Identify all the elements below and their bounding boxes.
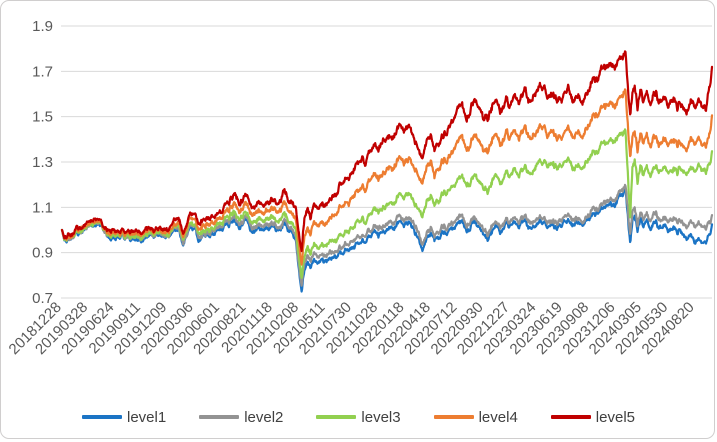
legend-swatch-level1 bbox=[81, 415, 122, 419]
legend-swatch-level3 bbox=[316, 415, 357, 419]
legend-label-level5: level5 bbox=[595, 408, 635, 426]
legend-swatch-level5 bbox=[550, 415, 591, 419]
series-line-level4 bbox=[60, 88, 714, 266]
chart-legend: level1 level2 level3 level4 level5 bbox=[1, 402, 716, 432]
legend-label-level1: level1 bbox=[126, 408, 167, 426]
x-axis-labels: 2018122820190328201906242019091120191209… bbox=[6, 299, 698, 358]
legend-label-level4: level4 bbox=[478, 408, 518, 426]
y-axis-tick-label: 0.9 bbox=[32, 245, 53, 262]
legend-swatch-level4 bbox=[433, 415, 474, 419]
series-line-level5 bbox=[60, 50, 714, 253]
legend-label-level3: level3 bbox=[361, 408, 401, 426]
legend-item-level2[interactable]: level2 bbox=[199, 410, 283, 425]
y-axis-tick-label: 1.3 bbox=[32, 154, 53, 171]
series-lines bbox=[60, 50, 714, 293]
y-axis-tick-label: 1.1 bbox=[32, 199, 53, 216]
y-axis-tick-label: 1.7 bbox=[32, 63, 53, 80]
legend-item-level5[interactable]: level5 bbox=[550, 408, 635, 426]
y-axis-labels: 1.9 1.7 1.5 1.3 1.1 0.9 0.7 bbox=[32, 18, 53, 307]
series-line-level3 bbox=[60, 128, 714, 279]
legend-label-level2: level2 bbox=[244, 408, 284, 426]
y-axis-tick-label: 0.7 bbox=[32, 290, 53, 307]
legend-item-level1[interactable]: level1 bbox=[81, 408, 167, 426]
y-axis-tick-label: 1.9 bbox=[32, 18, 53, 35]
legend-item-level4[interactable]: level4 bbox=[433, 408, 518, 426]
legend-item-level3[interactable]: level3 bbox=[316, 408, 401, 426]
y-axis-tick-label: 1.5 bbox=[32, 109, 53, 126]
legend-swatch-level2 bbox=[199, 415, 240, 419]
